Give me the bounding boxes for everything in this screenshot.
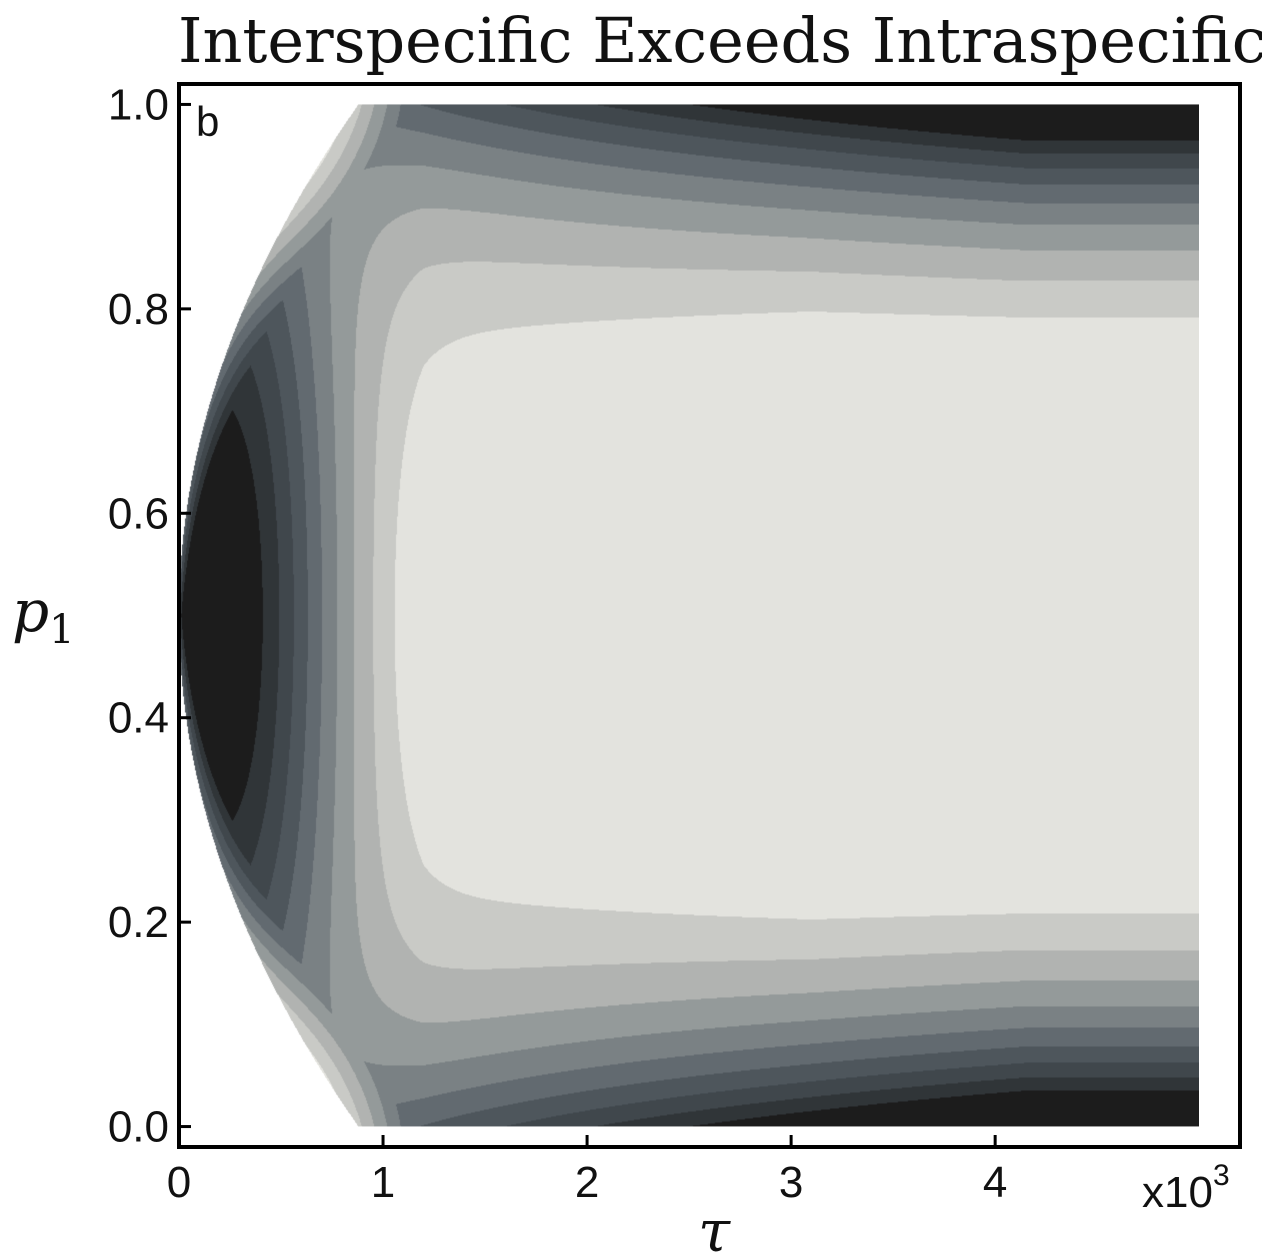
x-axis-multiplier: x103 <box>1142 1159 1230 1217</box>
x-tick-label: 2 <box>575 1158 599 1207</box>
x-tick-label: 0 <box>167 1158 191 1207</box>
y-tick-label: 0.4 <box>108 694 169 743</box>
y-tick-label: 1.0 <box>108 80 169 129</box>
y-axis-title: p1 <box>12 577 75 653</box>
y-tick-label: 0.2 <box>108 898 169 947</box>
contour-field <box>179 104 1199 1127</box>
axes-layer: 0 1 2 3 4 0.0 0.2 0.4 0.6 0.8 1.0 <box>108 80 1008 1207</box>
y-tick-label: 0.8 <box>108 285 169 334</box>
x-tick-label: 3 <box>779 1158 803 1207</box>
chart-title: Interspecific Exceeds Intraspecific <box>178 4 1262 77</box>
x-tick-label: 4 <box>983 1158 1007 1207</box>
plot-frame <box>177 82 1242 1149</box>
x-axis-title: τ <box>698 1197 731 1259</box>
contour-fill-layer <box>179 104 1199 1127</box>
y-tick-label: 0.0 <box>108 1103 169 1152</box>
y-tick-label: 0.6 <box>108 489 169 538</box>
panel-label: b <box>196 98 219 145</box>
x-tick-label: 1 <box>371 1158 395 1207</box>
